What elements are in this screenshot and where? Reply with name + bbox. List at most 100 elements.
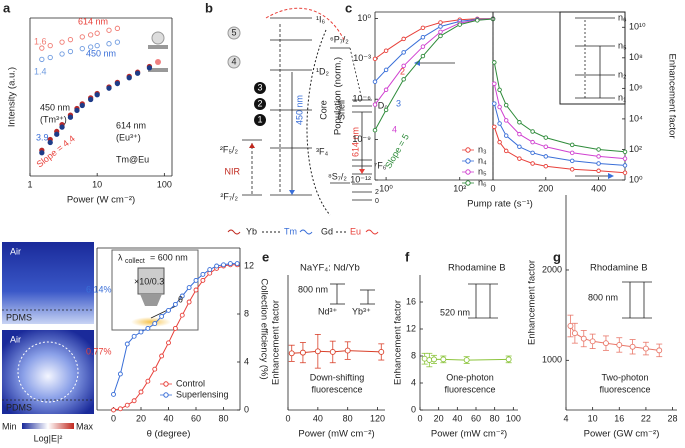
x-tick-label: 80 xyxy=(343,413,353,423)
x-tick-label: 1 xyxy=(27,179,32,189)
data-point xyxy=(596,168,601,174)
data-point xyxy=(221,262,226,268)
x-tick-label: 100 xyxy=(157,179,172,189)
data-point xyxy=(227,261,233,267)
series-line xyxy=(493,103,626,166)
data-point xyxy=(543,163,549,169)
data-point xyxy=(497,139,502,145)
panel-label: e xyxy=(262,249,269,264)
data-point xyxy=(463,357,470,363)
panel-label: f xyxy=(405,249,410,264)
y-tick-label: 10⁰ xyxy=(629,174,643,184)
annotation: 614 nm xyxy=(116,120,146,130)
level-label: 2 xyxy=(375,189,379,196)
step-number: 3 xyxy=(257,82,262,92)
x-tick-label: 10 xyxy=(92,179,102,189)
data-point xyxy=(39,150,45,156)
y-axis-label: Intensity (a.u.) xyxy=(7,67,18,127)
annotation: 800 nm xyxy=(298,284,328,294)
data-point xyxy=(629,343,636,350)
x-tick-label: 40 xyxy=(313,413,323,423)
energy-diagram xyxy=(227,7,379,235)
y-tick-label: 1000 xyxy=(542,355,562,365)
y-axis-label: Population (norm.) xyxy=(333,57,344,135)
data-point xyxy=(383,67,389,73)
data-point xyxy=(420,34,426,40)
level-label: ¹D₂ xyxy=(316,66,329,76)
data-point xyxy=(580,335,587,342)
series-line xyxy=(374,18,494,83)
data-point xyxy=(372,127,378,133)
annotation: 0.77% xyxy=(86,346,112,356)
level-label: ¹I₆ xyxy=(316,14,325,24)
data-point xyxy=(131,333,137,339)
legend-label: n₅ xyxy=(478,166,487,176)
x-tick-label: 0 xyxy=(285,413,290,423)
transition-label: 450 nm xyxy=(294,95,304,125)
annotation: ×10/0.3 xyxy=(134,276,164,286)
level-label: n₆ xyxy=(618,12,627,22)
y-tick-label: 10⁰ xyxy=(357,13,371,23)
x-axis-label: Power (W cm⁻²) xyxy=(67,195,135,206)
x-tick-label: 40 xyxy=(163,413,173,423)
x-tick-label: 0 xyxy=(417,413,422,423)
y-tick-label: 10⁻¹² xyxy=(350,174,371,184)
data-point xyxy=(378,349,385,355)
x-tick-label: 28 xyxy=(668,413,678,423)
x-tick-label: 80 xyxy=(490,413,500,423)
step-number: 5 xyxy=(231,27,236,37)
y-tick-label: 16 xyxy=(406,296,416,306)
annotation: 4 xyxy=(392,124,397,134)
data-point xyxy=(492,81,497,87)
annotation: (Eu³⁺) xyxy=(116,132,141,142)
x-tick-label: 60 xyxy=(191,413,201,423)
colorbar-label: Max xyxy=(76,421,94,431)
data-point xyxy=(88,44,94,50)
legend-label: n₄ xyxy=(478,155,487,165)
x-axis-label: Pump rate (s⁻¹) xyxy=(467,199,533,210)
transition-label: 614 nm xyxy=(350,127,360,157)
data-point xyxy=(126,75,132,81)
data-point xyxy=(94,92,100,98)
data-point xyxy=(106,85,112,91)
panel-label: g xyxy=(553,249,561,264)
data-point xyxy=(47,139,53,146)
data-point xyxy=(497,87,502,93)
y-tick-label: 12 xyxy=(244,260,254,270)
legend-marker xyxy=(465,147,471,153)
data-point xyxy=(200,271,206,277)
data-point xyxy=(431,356,437,363)
data-point xyxy=(344,347,351,354)
data-point xyxy=(517,120,522,125)
y-tick-label: 10⁻³ xyxy=(353,53,371,63)
region-label: PDMS xyxy=(6,402,32,412)
data-point xyxy=(106,41,112,47)
data-point xyxy=(457,22,462,27)
data-point xyxy=(88,32,94,38)
chart-title: Rhodamine B xyxy=(590,263,648,274)
legend-marker xyxy=(465,180,471,186)
legend-label: n₆ xyxy=(478,177,487,187)
data-point xyxy=(503,133,509,138)
data-point xyxy=(207,267,213,273)
legend-label: n₃ xyxy=(478,144,487,154)
annotation: 3.9 xyxy=(36,132,49,142)
region-label: Air xyxy=(10,334,21,344)
data-point xyxy=(88,96,94,103)
level-label: ⁶P₇/₂ xyxy=(330,34,349,44)
level-label: n₂ xyxy=(618,69,627,79)
x-tick-label: 22 xyxy=(641,413,651,423)
data-point xyxy=(616,342,623,348)
data-point xyxy=(401,77,406,82)
y-tick-label: 2000 xyxy=(542,264,562,274)
data-point xyxy=(106,27,112,33)
data-point xyxy=(111,407,116,413)
annotation: Nd³⁺ xyxy=(318,306,338,316)
y-tick-label: 10⁴ xyxy=(629,113,643,123)
series-line xyxy=(374,18,494,60)
x-tick-label: 10⁰ xyxy=(379,183,393,193)
data-point xyxy=(166,340,171,346)
y-axis-label: Enhancement factor xyxy=(666,53,677,138)
data-point xyxy=(569,167,575,172)
data-point xyxy=(193,287,199,293)
